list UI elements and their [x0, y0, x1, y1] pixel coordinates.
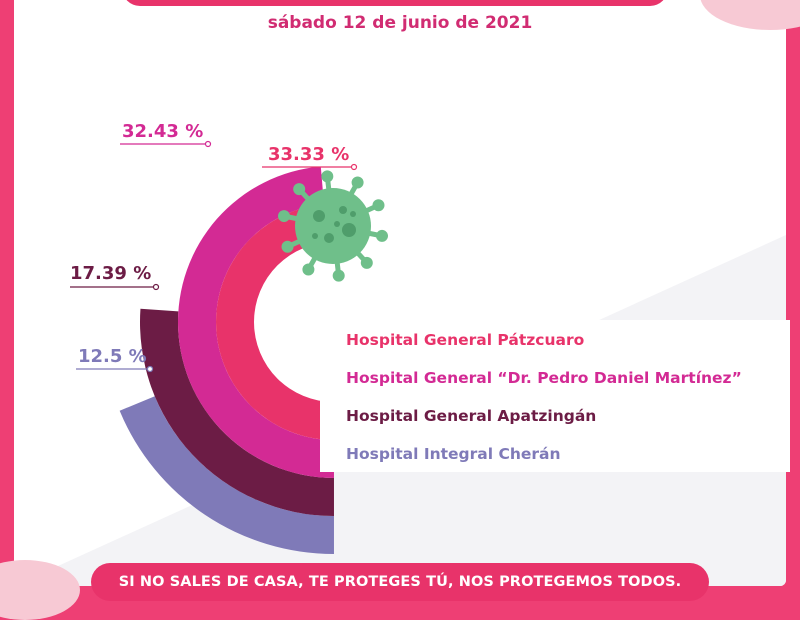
radial-bar-chart: Hospital General Pátzcuaro Hospital Gener…	[70, 121, 790, 554]
legend-label-2: Hospital General “Dr. Pedro Daniel Martí…	[346, 369, 742, 387]
title-banner	[122, 0, 668, 6]
legend-band-4	[320, 434, 790, 472]
legend-band-3	[320, 396, 790, 434]
value-label-2: 32.43 %	[122, 121, 203, 142]
leader-dot-3	[152, 283, 160, 291]
value-label-4: 12.5 %	[78, 346, 147, 367]
legend-label-1: Hospital General Pátzcuaro	[346, 331, 584, 349]
legend-band-1	[320, 320, 790, 358]
radial-bar-3	[140, 308, 334, 516]
value-label-1: 33.33 %	[268, 144, 349, 165]
radial-bar-1	[216, 204, 334, 440]
legend-tab-2	[320, 358, 334, 396]
legend-tab-3	[320, 396, 334, 434]
radial-bar-4	[119, 396, 334, 554]
leader-dot-2	[204, 140, 212, 148]
legend-band-2	[320, 358, 790, 396]
leader-dot-4	[146, 365, 154, 373]
legend-label-3: Hospital General Apatzingán	[346, 407, 596, 425]
legend-tab-1	[320, 320, 334, 358]
report-date: sábado 12 de junio de 2021	[267, 13, 533, 33]
radial-bar-2	[177, 166, 334, 478]
virus-icon	[277, 170, 389, 282]
footer-banner: SI NO SALES DE CASA, TE PROTEGES TÚ, NOS…	[91, 563, 709, 601]
leader-dot-1	[350, 163, 358, 171]
legend-label-4: Hospital Integral Cherán	[346, 445, 561, 463]
value-label-3: 17.39 %	[70, 263, 151, 284]
legend-tab-4	[320, 434, 334, 472]
